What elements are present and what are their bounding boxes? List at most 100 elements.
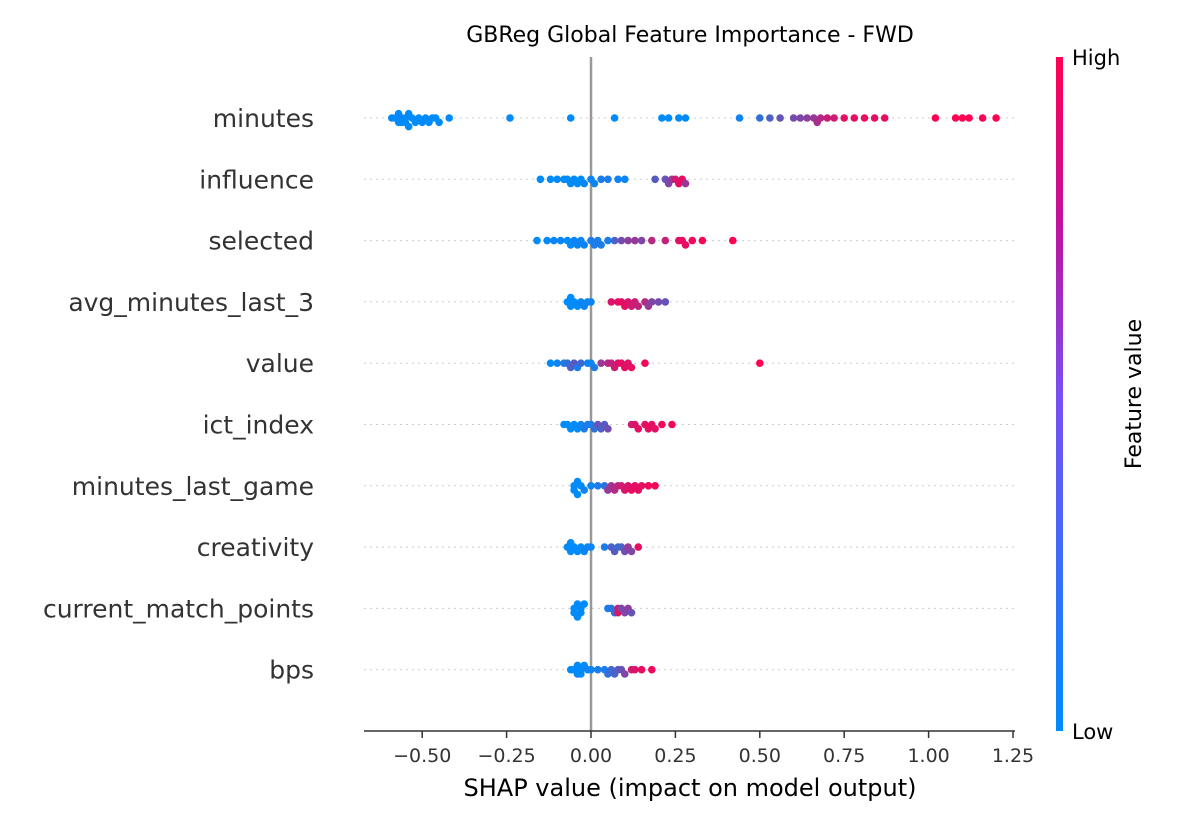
shap-points (388, 109, 1000, 678)
shap-point (644, 482, 653, 490)
feature-label: minutes (213, 104, 314, 133)
shap-point (850, 114, 859, 122)
shap-point (958, 114, 967, 122)
shap-point (648, 298, 656, 306)
shap-point (573, 490, 582, 499)
shap-point (830, 114, 838, 122)
shap-point (651, 425, 659, 433)
shap-point (587, 665, 595, 674)
shap-point (621, 175, 629, 184)
shap-point (610, 114, 619, 122)
shap-point (698, 236, 707, 245)
shap-point (823, 114, 832, 122)
shap-point (627, 363, 636, 372)
x-tick-label: 1.25 (992, 745, 1034, 767)
shap-point (634, 425, 643, 433)
shap-point (648, 236, 656, 245)
feature-label: value (246, 349, 314, 378)
shap-point (992, 114, 1000, 122)
shap-point (668, 420, 676, 429)
shap-point (637, 482, 646, 490)
shap-point (681, 241, 690, 249)
shap-point (600, 543, 609, 551)
feature-label: current_match_points (43, 594, 314, 623)
shap-point (661, 298, 670, 306)
shap-point (580, 600, 588, 608)
shap-point (729, 236, 737, 245)
x-tick-label: −0.25 (477, 745, 535, 767)
shap-point (637, 236, 646, 245)
shap-point (624, 236, 632, 245)
shap-point (880, 114, 889, 122)
shap-point (631, 665, 639, 674)
shap-point (776, 114, 784, 122)
feature-labels: minutes influence selected avg_minutes_last… (43, 104, 314, 685)
shap-point (604, 425, 612, 433)
x-tick-label: −0.50 (393, 745, 451, 767)
feature-label: avg_minutes_last_3 (68, 288, 314, 317)
colorbar-high-label: High (1072, 46, 1120, 70)
shap-point (681, 179, 690, 188)
shap-point (931, 114, 940, 122)
shap-point (587, 482, 595, 490)
shap-point (840, 114, 848, 122)
shap-point (543, 236, 551, 245)
feature-label: minutes_last_game (72, 472, 314, 501)
shap-point (594, 665, 602, 674)
shap-point (641, 359, 649, 368)
shap-point (590, 363, 599, 372)
shap-point (604, 236, 612, 245)
shap-point (597, 241, 605, 249)
shap-point (637, 665, 646, 674)
shap-point (634, 302, 643, 311)
shap-point (553, 175, 561, 184)
shap-point (803, 114, 811, 122)
x-tick-label: 0.75 (823, 745, 865, 767)
shap-point (654, 298, 663, 306)
shap-point (577, 670, 585, 678)
shap-point (404, 122, 413, 131)
x-tick-label: 0.50 (739, 745, 781, 767)
shap-point (816, 114, 825, 122)
shap-point (604, 175, 612, 184)
shap-point (580, 486, 588, 494)
shap-point (506, 114, 514, 122)
colorbar (1056, 57, 1063, 731)
shap-point (634, 543, 643, 551)
shap-point (651, 482, 659, 490)
shap-point (546, 175, 555, 184)
shap-point (648, 665, 656, 674)
shap-point (617, 236, 626, 245)
feature-label: influence (199, 165, 314, 194)
shap-point (860, 114, 869, 122)
feature-label: bps (269, 656, 314, 685)
x-tick-label: 0.25 (654, 745, 696, 767)
shap-point (766, 114, 774, 122)
shap-point (610, 236, 619, 245)
shap-point (658, 420, 666, 429)
shap-point (681, 114, 690, 122)
shap-point (664, 114, 673, 122)
shap-point (580, 179, 588, 188)
feature-label: ict_index (203, 411, 314, 440)
shap-point (587, 543, 595, 551)
shap-point (627, 547, 636, 556)
x-axis-ticks: −0.50 −0.25 0.00 0.25 0.50 0.75 1.00 1.25 (393, 731, 1034, 767)
feature-label: selected (208, 227, 314, 256)
shap-point (965, 114, 973, 122)
shap-point (550, 236, 558, 245)
shap-point (445, 114, 454, 122)
chart-title: GBReg Global Feature Importance - FWD (466, 23, 914, 48)
shap-point (553, 359, 561, 368)
shap-point (533, 236, 541, 245)
x-axis-label: SHAP value (impact on model output) (464, 774, 917, 802)
shap-point (614, 175, 622, 184)
shap-point (621, 670, 629, 678)
feature-label: creativity (197, 533, 314, 562)
shap-point (951, 114, 960, 122)
shap-point (627, 608, 636, 617)
row-guides (364, 117, 1015, 671)
shap-point (435, 118, 443, 127)
shap-point (978, 114, 987, 122)
